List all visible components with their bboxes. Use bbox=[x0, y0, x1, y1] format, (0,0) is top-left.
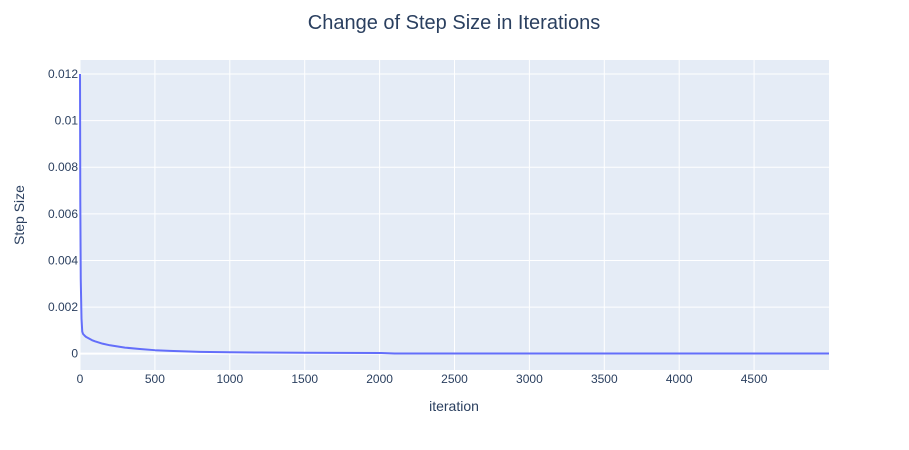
y-tick-label: 0.006 bbox=[48, 207, 78, 221]
y-tick-labels: 0 0.002 0.004 0.006 0.008 0.01 0.012 bbox=[48, 67, 78, 361]
x-tick-label: 0 bbox=[77, 372, 84, 386]
chart-title: Change of Step Size in Iterations bbox=[308, 12, 600, 34]
x-tick-label: 3000 bbox=[516, 372, 543, 386]
x-tick-label: 2000 bbox=[366, 372, 393, 386]
y-tick-label: 0 bbox=[71, 347, 78, 361]
y-tick-label: 0.004 bbox=[48, 253, 78, 267]
x-tick-label: 1500 bbox=[291, 372, 318, 386]
y-tick-label: 0.008 bbox=[48, 160, 78, 174]
y-tick-label: 0.012 bbox=[48, 67, 78, 81]
x-tick-label: 2500 bbox=[441, 372, 468, 386]
x-axis-title: iteration bbox=[429, 398, 479, 414]
series-line bbox=[79, 73, 829, 355]
x-tick-label: 1000 bbox=[216, 372, 243, 386]
x-tick-label: 500 bbox=[145, 372, 165, 386]
x-tick-label: 3500 bbox=[591, 372, 618, 386]
x-tick-label: 4500 bbox=[741, 372, 768, 386]
y-tick-label: 0.01 bbox=[55, 114, 79, 128]
y-tick-label: 0.002 bbox=[48, 300, 78, 314]
y-axis-title: Step Size bbox=[11, 185, 27, 245]
x-tick-label: 4000 bbox=[666, 372, 693, 386]
x-gridlines bbox=[79, 60, 755, 370]
series-layer bbox=[79, 73, 829, 355]
x-tick-labels: 0 500 1000 1500 2000 2500 3000 3500 4000 4500 bbox=[77, 372, 768, 386]
